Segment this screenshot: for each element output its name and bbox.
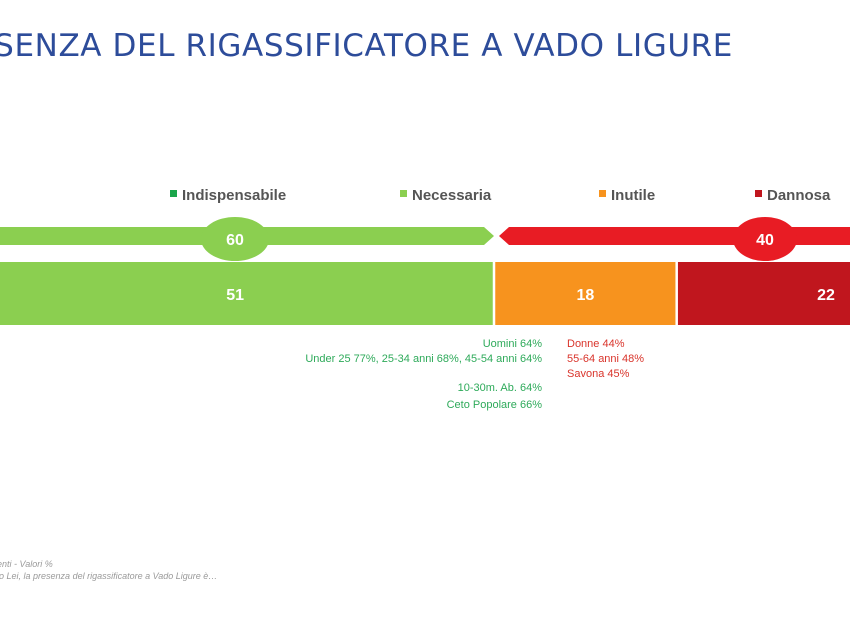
legend-label: Necessaria (412, 187, 492, 204)
negative-total-bubble (733, 217, 797, 261)
legend-label: Inutile (611, 187, 655, 204)
legend-swatch (755, 190, 762, 197)
legend-label: Indispensabile (182, 187, 286, 204)
bar-necessaria (0, 262, 495, 325)
annotation-positive: Uomini 64% (483, 338, 543, 350)
annotations: Uomini 64% Under 25 77%, 25-34 anni 68%, … (305, 338, 644, 411)
annotation-negative: Savona 45% (567, 368, 630, 380)
annotation-positive: Under 25 77%, 25-34 anni 68%, 45-54 anni… (305, 353, 542, 365)
annotation-positive: Ceto Popolare 66% (447, 399, 543, 411)
bar-value-label: 51 (226, 287, 244, 304)
page-title: ESENZA DEL RIGASSIFICATORE A VADO LIGURE (0, 28, 733, 64)
footnote-question: ondo Lei, la presenza del rigassificator… (0, 571, 218, 581)
bars: 9511822 (0, 262, 850, 325)
footnote-base: ondenti - Valori % (0, 559, 53, 569)
legend-swatch (170, 190, 177, 197)
positive-total-label: 60 (226, 232, 244, 249)
annotation-positive: 10-30m. Ab. 64% (458, 382, 543, 394)
annotation-negative: Donne 44% (567, 338, 625, 350)
bar-value-label: 22 (817, 287, 835, 304)
bar-value-label: 18 (576, 287, 594, 304)
bar-dannosa (676, 262, 850, 325)
positive-total-bubble (201, 217, 269, 261)
legend-swatch (599, 190, 606, 197)
group-arrows: 60 40 (0, 217, 850, 261)
legend-swatch (400, 190, 407, 197)
bar-inutile (494, 262, 677, 325)
negative-total-label: 40 (756, 232, 774, 249)
annotation-negative: 55-64 anni 48% (567, 353, 644, 365)
legend-label: Dannosa (767, 187, 831, 204)
legend: Indispensabile Necessaria Inutile Dannosa (170, 187, 831, 204)
negative-group-arrow (499, 227, 850, 245)
